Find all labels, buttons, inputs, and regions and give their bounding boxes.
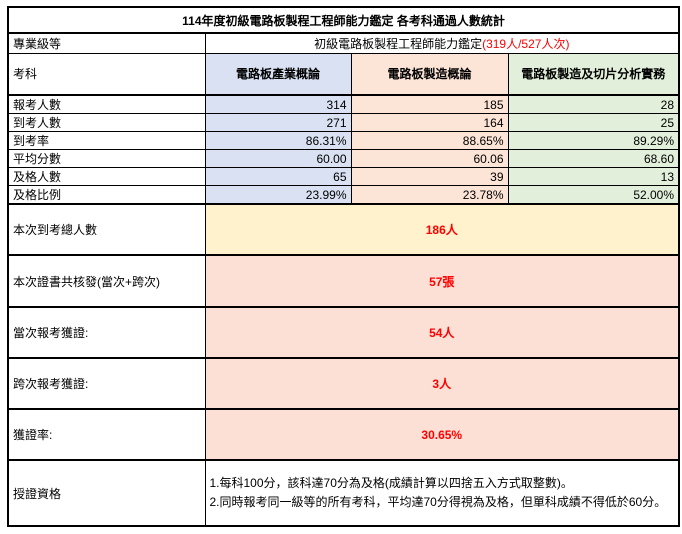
page-title: 114年度初級電路板製程工程師能力鑑定 各考科通過人數統計 (6, 6, 681, 34)
stat-value: 52.00% (507, 185, 681, 205)
row-label: 及格人數 (7, 167, 206, 186)
row-label: 平均分數 (7, 149, 206, 168)
stat-value: 89.29% (507, 131, 681, 150)
subject-column-manufacture: 電路板製造概論 (350, 52, 509, 96)
stat-value: 271 (204, 113, 352, 132)
stat-value: 60.06 (350, 149, 509, 168)
stat-value: 86.31% (204, 131, 352, 150)
criteria-row: 授證資格 1.每科100分，該科達70分為及格(成績計算以四捨五入方式取整數)。… (7, 459, 681, 527)
subject-header-row: 考科 電路板產業概論 電路板製造概論 電路板製造及切片分析實務 (7, 52, 681, 96)
level-row: 專業級等 初級電路板製程工程師能力鑑定(319人/527人次) (7, 32, 681, 54)
summary-label: 獲證率: (7, 408, 206, 461)
stat-value: 39 (350, 167, 509, 186)
stat-value: 164 (350, 113, 509, 132)
table-row-attended: 到考人數 271 164 25 (7, 113, 681, 132)
table-row-pass-rate: 及格比例 23.99% 23.78% 52.00% (7, 185, 681, 205)
subject-row-label: 考科 (7, 52, 206, 96)
row-label: 到考人數 (7, 113, 206, 132)
level-value: 初級電路板製程工程師能力鑑定(319人/527人次) (204, 32, 681, 54)
summary-label: 當次報考獲證: (7, 306, 206, 359)
stat-value: 60.00 (204, 149, 352, 168)
criteria-line-1: 1.每科100分，該科達70分為及格(成績計算以四捨五入方式取整數)。 (209, 476, 573, 490)
summary-row-certification-rate: 獲證率: 30.65% (7, 408, 681, 461)
level-label: 專業級等 (7, 32, 206, 54)
stat-value: 185 (350, 94, 509, 114)
stat-value: 23.78% (350, 185, 509, 205)
criteria-line-2: 2.同時報考同一級等的所有考科，平均達70分得視為及格，但單科成績不得低於60分… (209, 495, 667, 509)
summary-label: 跨次報考獲證: (7, 357, 206, 410)
participant-count: (319人/527人次) (482, 36, 570, 51)
table-row-attendance-rate: 到考率 86.31% 88.65% 89.29% (7, 131, 681, 150)
summary-row-current-session-certified: 當次報考獲證: 54人 (7, 306, 681, 359)
summary-row-cross-session-certified: 跨次報考獲證: 3人 (7, 357, 681, 410)
summary-value: 3人 (204, 357, 681, 410)
statistics-table: 114年度初級電路板製程工程師能力鑑定 各考科通過人數統計 專業級等 初級電路板… (6, 6, 681, 527)
stat-value: 28 (507, 94, 681, 114)
certification-name: 初級電路板製程工程師能力鑑定 (314, 36, 483, 51)
title-row: 114年度初級電路板製程工程師能力鑑定 各考科通過人數統計 (6, 6, 681, 34)
summary-label: 本次到考總人數 (7, 203, 206, 256)
stat-value: 23.99% (204, 185, 352, 205)
row-label: 報考人數 (7, 94, 206, 114)
statistics-sheet: 114年度初級電路板製程工程師能力鑑定 各考科通過人數統計 專業級等 初級電路板… (6, 6, 681, 527)
summary-row-certificates-issued: 本次證書共核發(當次+跨次) 57張 (7, 254, 681, 308)
stat-value: 314 (204, 94, 352, 114)
stat-value: 25 (507, 113, 681, 132)
summary-value: 57張 (204, 254, 681, 308)
stat-value: 88.65% (350, 131, 509, 150)
table-row-passed-count: 及格人數 65 39 13 (7, 167, 681, 186)
summary-value: 54人 (204, 306, 681, 359)
table-row-average-score: 平均分數 60.00 60.06 68.60 (7, 149, 681, 168)
summary-row-total-attended: 本次到考總人數 186人 (7, 203, 681, 256)
row-label: 到考率 (7, 131, 206, 150)
criteria-text: 1.每科100分，該科達70分為及格(成績計算以四捨五入方式取整數)。 2.同時… (204, 459, 681, 527)
summary-value: 186人 (204, 203, 681, 256)
stat-value: 65 (204, 167, 352, 186)
summary-label: 本次證書共核發(當次+跨次) (7, 254, 206, 308)
criteria-label: 授證資格 (7, 459, 206, 527)
summary-value: 30.65% (204, 408, 681, 461)
stat-value: 13 (507, 167, 681, 186)
table-row-registered: 報考人數 314 185 28 (7, 94, 681, 114)
stat-value: 68.60 (507, 149, 681, 168)
row-label: 及格比例 (7, 185, 206, 205)
subject-column-industry: 電路板產業概論 (204, 52, 352, 96)
subject-column-slice-analysis: 電路板製造及切片分析實務 (507, 52, 681, 96)
